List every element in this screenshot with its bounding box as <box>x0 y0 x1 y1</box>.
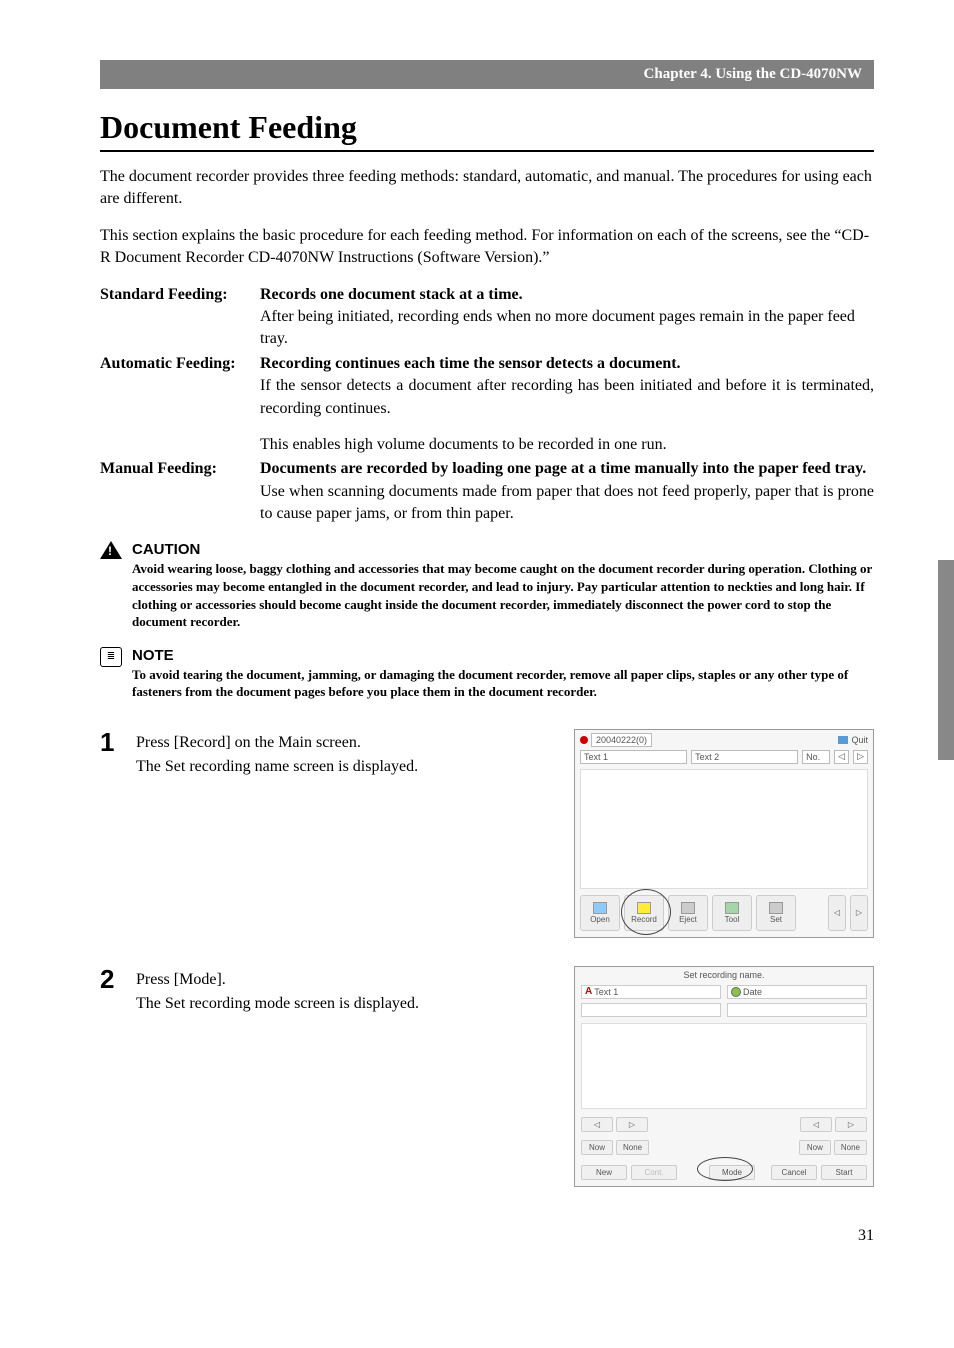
main-screen-mock: 20040222(0) Quit Text 1 Text 2 No. ◁ ▷ O… <box>574 729 874 938</box>
caution-callout: ! CAUTION Avoid wearing loose, baggy clo… <box>100 541 874 630</box>
caution-text: Avoid wearing loose, baggy clothing and … <box>132 560 874 630</box>
a-icon: A <box>585 986 592 997</box>
eject-tool[interactable]: Eject <box>668 895 708 931</box>
right-next[interactable]: ▷ <box>835 1117 867 1132</box>
definition-list: Standard Feeding: Records one document s… <box>100 284 874 526</box>
def-body-automatic-2: This enables high volume documents to be… <box>260 434 874 456</box>
text1-col[interactable]: AText 1 <box>581 985 721 999</box>
def-body-standard: After being initiated, recording ends wh… <box>260 306 874 351</box>
set-tool[interactable]: Set <box>756 895 796 931</box>
preview-canvas <box>580 769 868 889</box>
left-next[interactable]: ▷ <box>616 1117 648 1132</box>
def-body-manual: Use when scanning documents made from pa… <box>260 481 874 526</box>
next-button[interactable]: ▷ <box>853 750 868 764</box>
mock2-title: Set recording name. <box>575 967 873 983</box>
chapter-bar: Chapter 4. Using the CD-4070NW <box>100 60 874 89</box>
globe-icon <box>731 987 741 997</box>
start-button[interactable]: Start <box>821 1165 867 1180</box>
step-2-line-2: The Set recording mode screen is display… <box>136 992 419 1016</box>
caution-title: CAUTION <box>132 541 874 558</box>
step-1-line-2: The Set recording name screen is display… <box>136 755 418 779</box>
side-tab <box>938 560 954 760</box>
nav-prev[interactable]: ◁ <box>828 895 846 931</box>
date-col[interactable]: Date <box>727 985 867 999</box>
note-text: To avoid tearing the document, jamming, … <box>132 666 874 701</box>
set-recording-name-mock: Set recording name. AText 1 Date ◁ ▷ <box>574 966 874 1187</box>
now-button-2[interactable]: Now <box>799 1140 831 1155</box>
def-bold-standard: Records one document stack at a time. <box>260 284 874 306</box>
no-field[interactable]: No. <box>802 750 830 764</box>
caution-icon: ! <box>100 541 124 561</box>
note-callout: ≣ NOTE To avoid tearing the document, ja… <box>100 647 874 701</box>
rec-dot-icon <box>580 736 588 744</box>
step-2-number: 2 <box>100 966 136 1187</box>
step-1-number: 1 <box>100 729 136 938</box>
cont-button[interactable]: Cont. <box>631 1165 677 1180</box>
def-label-automatic: Automatic Feeding: <box>100 353 260 457</box>
cancel-button[interactable]: Cancel <box>771 1165 817 1180</box>
none-button-2[interactable]: None <box>834 1140 867 1155</box>
def-label-standard: Standard Feeding: <box>100 284 260 351</box>
step-2: 2 Press [Mode]. The Set recording mode s… <box>100 966 874 1187</box>
text2-field[interactable]: Text 2 <box>691 750 798 764</box>
mock2-body <box>581 1023 867 1109</box>
none-button-1[interactable]: None <box>616 1140 649 1155</box>
text1-field[interactable]: Text 1 <box>580 750 687 764</box>
intro-paragraph-2: This section explains the basic procedur… <box>100 225 874 270</box>
mock1-id: 20040222(0) <box>591 733 652 747</box>
def-body-automatic-1: If the sensor detects a document after r… <box>260 375 874 420</box>
record-tool[interactable]: Record <box>624 895 664 931</box>
step-1: 1 Press [Record] on the Main screen. The… <box>100 729 874 938</box>
tool-tool[interactable]: Tool <box>712 895 752 931</box>
intro-paragraph-1: The document recorder provides three fee… <box>100 166 874 211</box>
def-bold-manual: Documents are recorded by loading one pa… <box>260 458 874 480</box>
text1-value[interactable] <box>581 1003 721 1017</box>
step-2-line-1: Press [Mode]. <box>136 968 419 992</box>
note-icon: ≣ <box>100 647 124 667</box>
page-title: Document Feeding <box>100 109 874 152</box>
now-button-1[interactable]: Now <box>581 1140 613 1155</box>
new-button[interactable]: New <box>581 1165 627 1180</box>
quit-icon <box>838 736 848 744</box>
prev-button[interactable]: ◁ <box>834 750 849 764</box>
right-prev[interactable]: ◁ <box>800 1117 832 1132</box>
open-tool[interactable]: Open <box>580 895 620 931</box>
quit-button[interactable]: Quit <box>851 735 868 745</box>
date-value[interactable] <box>727 1003 867 1017</box>
def-label-manual: Manual Feeding: <box>100 458 260 525</box>
note-title: NOTE <box>132 647 874 664</box>
def-bold-automatic: Recording continues each time the sensor… <box>260 353 874 375</box>
step-1-line-1: Press [Record] on the Main screen. <box>136 731 418 755</box>
left-prev[interactable]: ◁ <box>581 1117 613 1132</box>
nav-next[interactable]: ▷ <box>850 895 868 931</box>
page-number: 31 <box>100 1227 874 1245</box>
mode-button[interactable]: Mode <box>709 1165 755 1180</box>
